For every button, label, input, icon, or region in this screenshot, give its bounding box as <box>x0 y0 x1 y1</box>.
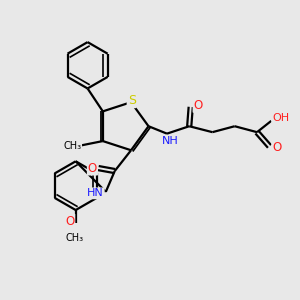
Text: CH₃: CH₃ <box>65 233 83 243</box>
Text: HN: HN <box>87 188 104 198</box>
Text: O: O <box>194 99 203 112</box>
Text: O: O <box>65 214 74 227</box>
Text: S: S <box>128 94 136 107</box>
Text: O: O <box>272 141 281 154</box>
Text: OH: OH <box>272 113 289 123</box>
Text: O: O <box>88 162 97 175</box>
Text: CH₃: CH₃ <box>63 140 81 151</box>
Text: NH: NH <box>162 136 179 146</box>
